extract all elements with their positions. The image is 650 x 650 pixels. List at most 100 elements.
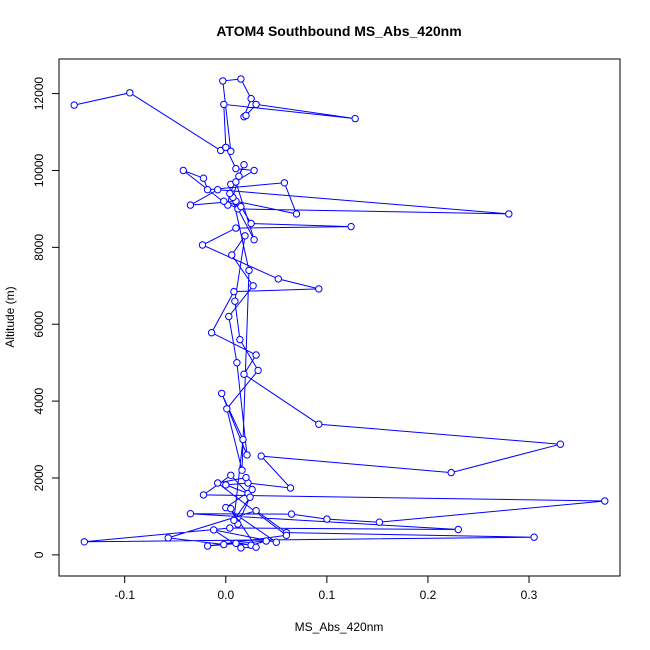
data-point <box>198 241 207 249</box>
data-point <box>214 186 222 194</box>
data-point <box>237 202 245 211</box>
data-point <box>199 174 208 182</box>
data-point <box>287 510 296 518</box>
data-point <box>235 172 243 180</box>
data-point <box>282 531 291 539</box>
data-point <box>186 510 195 518</box>
data-point <box>230 287 238 296</box>
data-point <box>186 201 195 209</box>
y-axis: 0 2000 4000 6000 8000 10000 12000 <box>32 77 60 558</box>
data-point <box>220 540 228 549</box>
data-point <box>249 282 257 290</box>
x-axis-label: MS_Abs_420nm <box>295 620 384 634</box>
data-point <box>232 224 240 232</box>
data-point <box>272 538 280 546</box>
data-point <box>225 312 233 321</box>
data-point <box>233 359 241 367</box>
data-point <box>232 539 240 547</box>
data-point <box>227 147 235 156</box>
data-point <box>262 537 270 545</box>
data-point <box>226 524 234 532</box>
data-point <box>220 100 228 109</box>
y-tick-label: 10000 <box>32 153 46 187</box>
data-point <box>164 534 172 542</box>
data-point <box>126 89 134 97</box>
data-point <box>203 542 212 550</box>
data-point <box>351 114 359 123</box>
data-point <box>505 210 513 218</box>
y-tick-label: 6000 <box>32 311 46 338</box>
data-point <box>214 479 222 487</box>
data-point <box>242 111 250 120</box>
x-tick-label: 0.1 <box>319 588 336 602</box>
y-tick-label: 8000 <box>32 234 46 261</box>
data-point <box>207 329 216 337</box>
data-point <box>252 543 260 551</box>
data-point <box>274 275 282 283</box>
data-point <box>245 266 253 275</box>
data-point <box>223 405 231 413</box>
x-tick-label: 0.2 <box>420 588 437 602</box>
data-point <box>286 484 295 492</box>
data-point <box>179 166 188 175</box>
data-point <box>241 232 249 240</box>
data-point <box>347 222 355 231</box>
data-point <box>252 351 260 359</box>
data-point <box>80 538 89 546</box>
data-point <box>70 101 78 109</box>
data-point <box>454 525 462 534</box>
data-point <box>210 526 218 534</box>
data-point <box>375 518 384 526</box>
data-point <box>280 179 289 187</box>
x-tick-label: -0.1 <box>114 588 135 602</box>
y-tick-label: 4000 <box>32 387 46 414</box>
data-point <box>254 366 262 375</box>
data-point <box>252 100 260 109</box>
data-point <box>243 451 251 459</box>
data-point <box>250 236 258 244</box>
data-point <box>242 473 250 482</box>
y-tick-label: 0 <box>32 551 46 558</box>
data-point <box>248 485 256 494</box>
data-point <box>257 452 265 460</box>
data-point <box>227 505 235 513</box>
data-point <box>247 219 255 228</box>
data-point <box>230 516 238 524</box>
data-point <box>292 210 301 218</box>
data-point <box>447 468 455 477</box>
data-point <box>530 533 538 541</box>
data-point <box>203 186 212 194</box>
data-point <box>237 544 245 552</box>
chart-title: ATOM4 Southbound MS_Abs_420nm <box>216 23 461 39</box>
data-point <box>556 440 565 448</box>
data-point <box>315 285 323 293</box>
data-point <box>238 466 246 474</box>
data-point <box>226 189 234 198</box>
data-point <box>222 143 230 152</box>
data-point <box>218 389 226 398</box>
data-point <box>323 515 331 523</box>
data-point <box>222 481 230 489</box>
data-point <box>315 420 323 428</box>
x-tick-label: 0.3 <box>521 588 538 602</box>
data-point <box>236 335 244 344</box>
data-point <box>232 164 240 173</box>
y-axis-label: Altitude (m) <box>3 286 17 347</box>
data-point <box>252 507 260 515</box>
data-point <box>227 471 235 479</box>
data-point <box>246 493 254 501</box>
data-point <box>219 77 227 85</box>
data-point <box>239 435 247 444</box>
data-point <box>220 197 228 205</box>
data-point <box>240 161 248 169</box>
x-axis: -0.1 0.0 0.1 0.2 0.3 <box>114 575 538 602</box>
data-point <box>250 166 258 175</box>
data-point <box>247 94 255 103</box>
y-tick-label: 12000 <box>32 77 46 111</box>
data-point <box>240 370 248 378</box>
data-point <box>601 497 609 505</box>
data-point <box>231 297 239 305</box>
data-point <box>199 491 208 499</box>
